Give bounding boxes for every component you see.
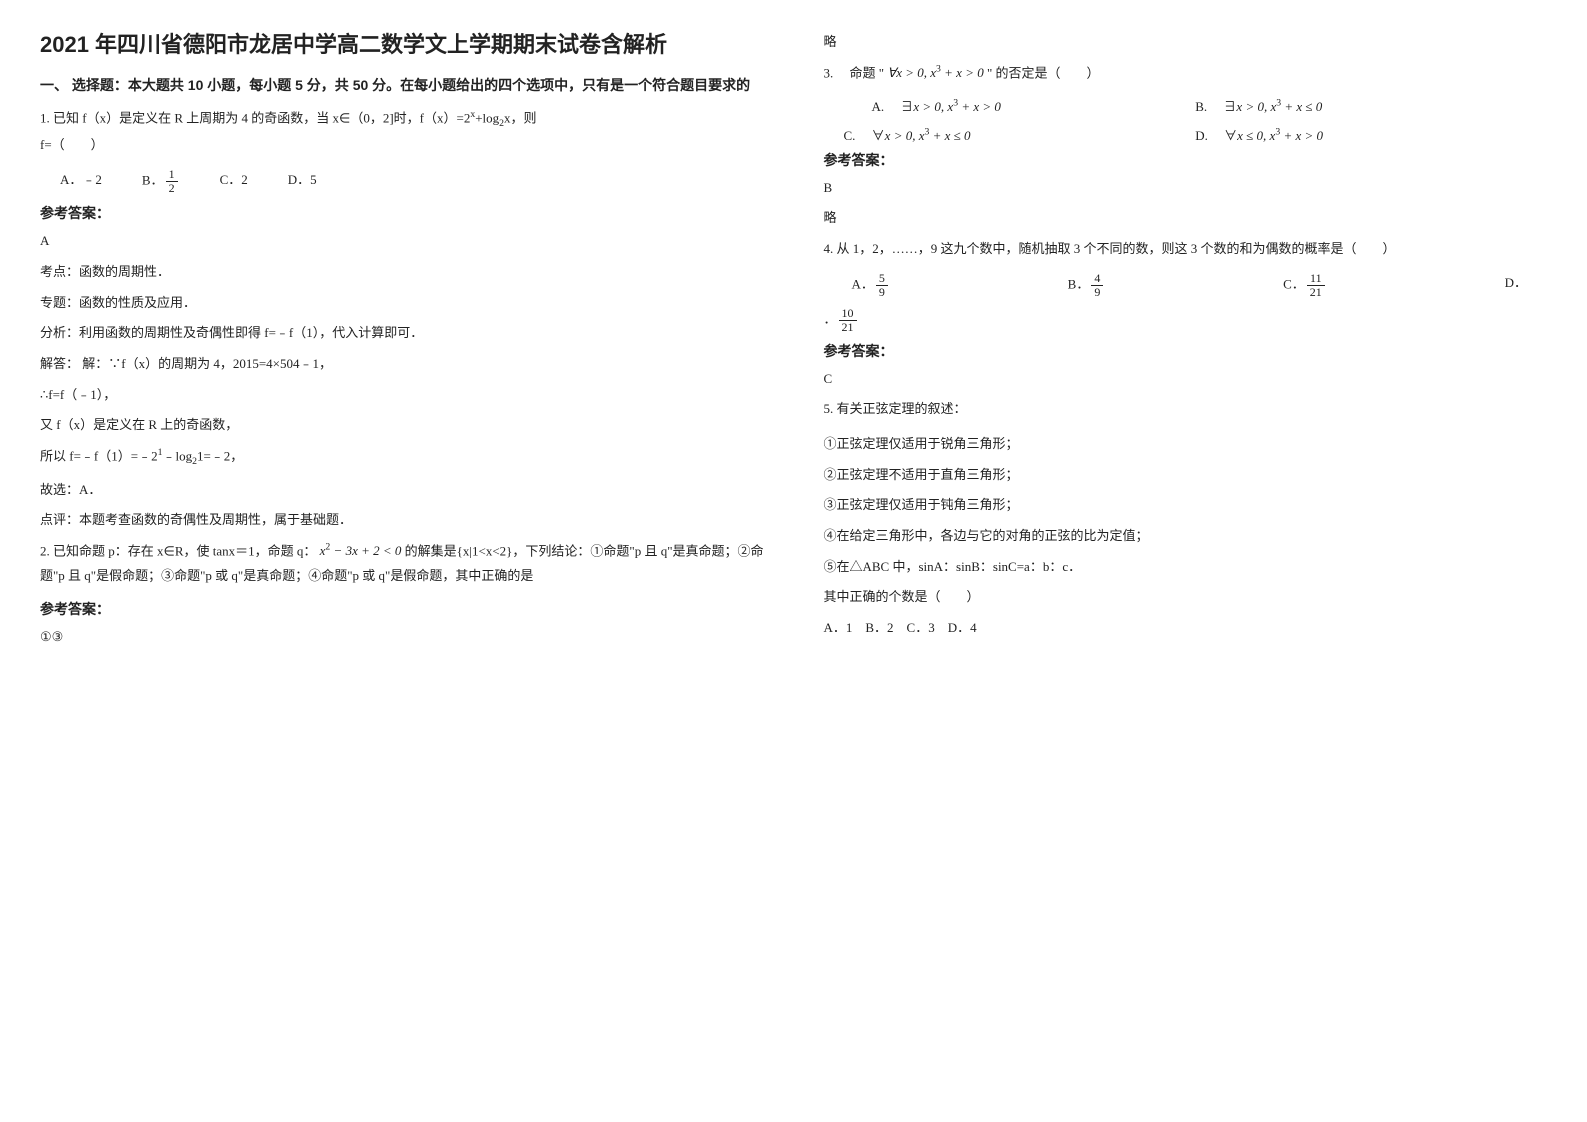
jd-label: 解答： bbox=[40, 356, 79, 371]
q1-zhuanti: 专题：函数的性质及应用． bbox=[40, 291, 764, 316]
q3-option-d: D. ∀x ≤ 0, x3 + x > 0 bbox=[1195, 125, 1547, 144]
q5-l5: ⑤在△ABC 中，sinA：sinB：sinC=a：b：c． bbox=[824, 555, 1548, 580]
q1-jd2: ∴f=f（﹣1）， bbox=[40, 383, 764, 408]
q1-option-b-prefix: B． bbox=[142, 173, 164, 188]
q2-text-a: 2. 已知命题 p：存在 x∈R，使 tanx＝1，命题 q： bbox=[40, 543, 316, 558]
document-title: 2021 年四川省德阳市龙居中学高二数学文上学期期末试卷含解析 bbox=[40, 30, 764, 61]
q1-fenxi: 分析：利用函数的周期性及奇偶性即得 f=﹣f（1），代入计算即可． bbox=[40, 321, 764, 346]
q4-option-b: B．49 bbox=[1068, 272, 1106, 299]
q1-option-d: D．5 bbox=[288, 168, 317, 195]
question-3: 3. 命题 " ∀x > 0, x3 + x > 0 " 的否定是（ ） bbox=[824, 61, 1548, 86]
fraction-5-9: 59 bbox=[876, 272, 888, 299]
q2-inequality: x2 − 3x + 2 < 0 bbox=[320, 543, 402, 558]
q1-jd4-a: 所以 f=﹣f（1）=﹣2 bbox=[40, 448, 158, 463]
q1-options: A．﹣2 B．12 C．2 D．5 bbox=[60, 168, 764, 195]
q4-D-label: D． bbox=[1505, 275, 1527, 290]
fraction-11-21: 1121 bbox=[1307, 272, 1325, 299]
q1-option-c: C．2 bbox=[220, 168, 248, 195]
q3-post: 略 bbox=[824, 206, 1548, 231]
q2-post: 略 bbox=[824, 30, 1548, 55]
q4-B-label: B． bbox=[1068, 276, 1090, 291]
q3-D-math: x ≤ 0, x3 + x > 0 bbox=[1237, 128, 1323, 143]
q3-C-label: C. ∀ bbox=[844, 128, 885, 143]
question-2: 2. 已知命题 p：存在 x∈R，使 tanx＝1，命题 q： x2 − 3x … bbox=[40, 539, 764, 589]
left-column: 2021 年四川省德阳市龙居中学高二数学文上学期期末试卷含解析 一、 选择题：本… bbox=[40, 30, 764, 655]
kd-label: 考点： bbox=[40, 264, 79, 279]
zt-label: 专题： bbox=[40, 295, 79, 310]
q3-option-a: A. ∃x > 0, x3 + x > 0 bbox=[844, 96, 1196, 115]
q4-answer: C bbox=[824, 367, 1548, 392]
dp-label: 点评： bbox=[40, 512, 79, 527]
q1-jd3: 又 f（x）是定义在 R 上的奇函数， bbox=[40, 413, 764, 438]
q4-D-tail: ． bbox=[824, 312, 837, 327]
kd-text: 函数的周期性． bbox=[79, 264, 170, 279]
q3-text-a: 3. 命题 " bbox=[824, 65, 888, 80]
q1-answer: A bbox=[40, 229, 764, 254]
q1-jd4-c: 1=﹣2， bbox=[197, 448, 243, 463]
q3-text-b: " 的否定是（ ） bbox=[987, 65, 1100, 80]
dp-text: 本题考查函数的奇偶性及周期性，属于基础题． bbox=[79, 512, 352, 527]
q1-jieda: 解答： 解：∵f（x）的周期为 4，2015=4×504﹣1， bbox=[40, 352, 764, 377]
answer-label: 参考答案： bbox=[824, 341, 1548, 361]
q4-option-d-frac: ．1021 bbox=[824, 307, 1548, 334]
fraction-4-9: 49 bbox=[1091, 272, 1103, 299]
q4-option-d: D． bbox=[1505, 272, 1527, 299]
jd-text: 解：∵f（x）的周期为 4，2015=4×504﹣1， bbox=[79, 356, 332, 371]
q1-dianping: 点评：本题考查函数的奇偶性及周期性，属于基础题． bbox=[40, 508, 764, 533]
q3-formula: ∀x > 0, x3 + x > 0 bbox=[887, 65, 983, 80]
q2-answer: ①③ bbox=[40, 625, 764, 650]
q3-D-label: D. ∀ bbox=[1195, 128, 1237, 143]
q1-kaodian: 考点：函数的周期性． bbox=[40, 260, 764, 285]
fx-label: 分析： bbox=[40, 325, 79, 340]
question-4: 4. 从 1，2，……，9 这九个数中，随机抽取 3 个不同的数，则这 3 个数… bbox=[824, 237, 1548, 262]
q3-option-c: C. ∀x > 0, x3 + x ≤ 0 bbox=[844, 125, 1196, 144]
q1-text-d: f=（ ） bbox=[40, 133, 764, 158]
q5-l2: ②正弦定理不适用于直角三角形； bbox=[824, 463, 1548, 488]
q1-option-a: A．﹣2 bbox=[60, 168, 102, 195]
q3-option-b: B. ∃x > 0, x3 + x ≤ 0 bbox=[1195, 96, 1547, 115]
q1-text: 1. 已知 f（x）是定义在 R 上周期为 4 的奇函数，当 x∈（0，2]时，… bbox=[40, 110, 470, 125]
q1-jd5: 故选：A． bbox=[40, 478, 764, 503]
q5-opts: A．1 B．2 C．3 D．4 bbox=[824, 616, 1548, 641]
q3-A-label: A. ∃ bbox=[872, 99, 914, 114]
q4-options: A．59 B．49 C．1121 D． bbox=[824, 272, 1548, 299]
q5-l1: ①正弦定理仅适用于锐角三角形； bbox=[824, 432, 1548, 457]
q3-options: A. ∃x > 0, x3 + x > 0 B. ∃x > 0, x3 + x … bbox=[844, 96, 1548, 144]
right-column: 略 3. 命题 " ∀x > 0, x3 + x > 0 " 的否定是（ ） A… bbox=[824, 30, 1548, 655]
q1-jd4-b: ﹣log bbox=[162, 448, 192, 463]
q4-option-a: A．59 bbox=[852, 272, 890, 299]
fraction-10-21: 1021 bbox=[839, 307, 857, 334]
q3-A-math: x > 0, x3 + x > 0 bbox=[913, 99, 1001, 114]
answer-label: 参考答案： bbox=[40, 599, 764, 619]
zt-text: 函数的性质及应用． bbox=[79, 295, 196, 310]
q3-B-math: x > 0, x3 + x ≤ 0 bbox=[1236, 99, 1322, 114]
fraction-1-2: 12 bbox=[166, 168, 178, 195]
q4-option-c: C．1121 bbox=[1283, 272, 1327, 299]
q5-l4: ④在给定三角形中，各边与它的对角的正弦的比为定值； bbox=[824, 524, 1548, 549]
q5-l3: ③正弦定理仅适用于钝角三角形； bbox=[824, 493, 1548, 518]
q5-ask: 其中正确的个数是（ ） bbox=[824, 585, 1548, 610]
q3-answer: B bbox=[824, 176, 1548, 201]
q1-option-b: B．12 bbox=[142, 168, 180, 195]
q4-C-label: C． bbox=[1283, 276, 1305, 291]
q3-C-math: x > 0, x3 + x ≤ 0 bbox=[885, 128, 971, 143]
fx-text: 利用函数的周期性及奇偶性即得 f=﹣f（1），代入计算即可． bbox=[79, 325, 423, 340]
answer-label: 参考答案： bbox=[40, 203, 764, 223]
q1-text-b: +log bbox=[475, 110, 499, 125]
q3-B-label: B. ∃ bbox=[1195, 99, 1236, 114]
answer-label: 参考答案： bbox=[824, 150, 1548, 170]
q1-text-c: x，则 bbox=[504, 110, 537, 125]
q4-A-label: A． bbox=[852, 276, 874, 291]
section-header: 一、 选择题：本大题共 10 小题，每小题 5 分，共 50 分。在每小题给出的… bbox=[40, 75, 764, 96]
question-5: 5. 有关正弦定理的叙述： bbox=[824, 397, 1548, 422]
question-1: 1. 已知 f（x）是定义在 R 上周期为 4 的奇函数，当 x∈（0，2]时，… bbox=[40, 106, 764, 158]
q1-jd4: 所以 f=﹣f（1）=﹣21﹣log21=﹣2， bbox=[40, 444, 764, 471]
